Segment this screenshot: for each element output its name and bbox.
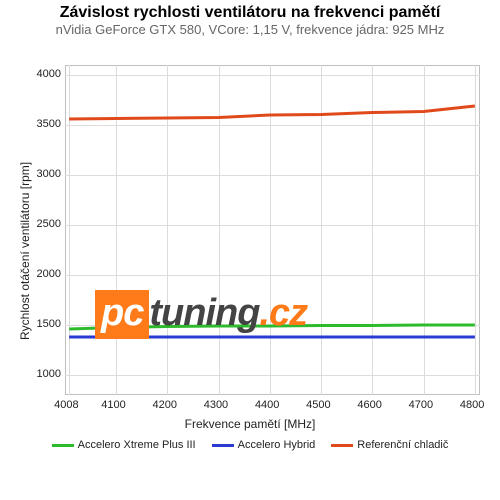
y-tick-label: 1000 bbox=[37, 368, 61, 380]
x-axis-label: Frekvence pamětí [MHz] bbox=[0, 417, 500, 431]
chart-legend: Accelero Xtreme Plus III Accelero Hybrid R… bbox=[0, 439, 500, 451]
y-tick-label: 2000 bbox=[37, 268, 61, 280]
x-tick-label: 4300 bbox=[204, 399, 228, 411]
legend-label: Accelero Xtreme Plus III bbox=[78, 439, 196, 451]
x-tick-label: 4008 bbox=[54, 399, 78, 411]
x-tick-label: 4600 bbox=[357, 399, 381, 411]
legend-swatch bbox=[331, 444, 353, 447]
y-tick-label: 2500 bbox=[37, 218, 61, 230]
watermark-cz: .cz bbox=[259, 292, 307, 334]
legend-label: Referenční chladič bbox=[357, 439, 448, 451]
legend-label: Accelero Hybrid bbox=[238, 439, 316, 451]
x-tick-label: 4200 bbox=[152, 399, 176, 411]
y-tick-label: 4000 bbox=[37, 68, 61, 80]
x-tick-label: 4400 bbox=[255, 399, 279, 411]
y-tick-label: 1500 bbox=[37, 318, 61, 330]
y-tick-label: 3500 bbox=[37, 118, 61, 130]
watermark-logo: pctuning.cz bbox=[95, 290, 307, 339]
legend-item: Accelero Xtreme Plus III bbox=[52, 439, 196, 451]
legend-item: Accelero Hybrid bbox=[212, 439, 316, 451]
y-tick-label: 3000 bbox=[37, 168, 61, 180]
series-line bbox=[69, 106, 475, 119]
x-tick-label: 4800 bbox=[460, 399, 484, 411]
legend-item: Referenční chladič bbox=[331, 439, 448, 451]
watermark-box: pc bbox=[95, 290, 149, 339]
chart-area: Rychlost otáčení ventilátoru [rpm] Frekv… bbox=[0, 0, 500, 500]
x-tick-label: 4100 bbox=[101, 399, 125, 411]
watermark-rest: tuning bbox=[149, 292, 259, 335]
x-tick-label: 4500 bbox=[306, 399, 330, 411]
legend-swatch bbox=[52, 444, 74, 447]
legend-swatch bbox=[212, 444, 234, 447]
x-tick-label: 4700 bbox=[409, 399, 433, 411]
y-axis-label: Rychlost otáčení ventilátoru [rpm] bbox=[18, 162, 32, 340]
